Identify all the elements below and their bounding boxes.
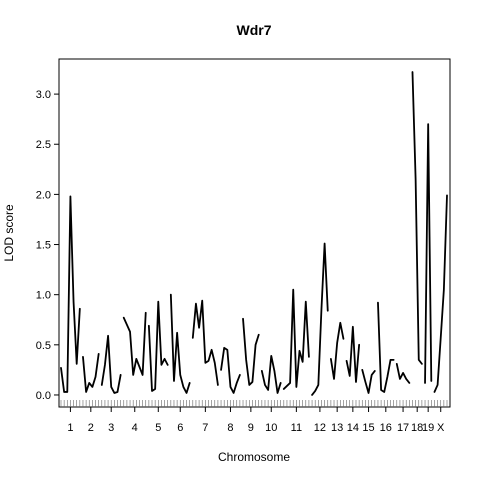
chromosome-6-line bbox=[169, 293, 191, 394]
x-tick-label: 14 bbox=[347, 422, 359, 434]
y-tick-label: 1.0 bbox=[36, 290, 51, 302]
chromosome-4-line bbox=[122, 311, 147, 376]
x-tick-label: 5 bbox=[155, 422, 161, 434]
x-tick-label: 13 bbox=[331, 422, 343, 434]
x-tick-label: 18 bbox=[411, 422, 423, 434]
y-tick-label: 1.5 bbox=[36, 240, 51, 252]
x-tick-label: 19 bbox=[422, 422, 434, 434]
chromosome-16-line bbox=[377, 301, 395, 393]
x-tick-label: 12 bbox=[314, 422, 326, 434]
x-axis-label: Chromosome bbox=[218, 450, 290, 464]
x-tick-label: 17 bbox=[397, 422, 409, 434]
x-tick-label: X bbox=[437, 422, 445, 434]
chromosome-15-line bbox=[361, 368, 376, 394]
x-tick-label: 16 bbox=[380, 422, 392, 434]
y-tick-label: 3.0 bbox=[36, 89, 51, 101]
x-tick-label: 1 bbox=[67, 422, 73, 434]
chromosome-18-line bbox=[411, 71, 423, 365]
x-tick-label: 6 bbox=[177, 422, 183, 434]
y-tick-label: 2.0 bbox=[36, 189, 51, 201]
chromosome-8-line bbox=[220, 346, 241, 394]
chromosome-X-line bbox=[433, 194, 448, 393]
chromosome-11-line bbox=[282, 288, 310, 390]
chromosome-12-line bbox=[311, 242, 329, 396]
chromosome-14-line bbox=[345, 325, 361, 383]
x-tick-label: 3 bbox=[108, 422, 114, 434]
x-tick-label: 11 bbox=[291, 422, 302, 434]
chromosome-10-line bbox=[260, 354, 282, 394]
x-tick-label: 4 bbox=[132, 422, 138, 434]
chromosome-2-line bbox=[82, 352, 100, 393]
x-tick-label: 10 bbox=[265, 422, 277, 434]
chromosome-17-line bbox=[395, 362, 411, 384]
x-tick-label: 2 bbox=[88, 422, 94, 434]
chromosome-1-line bbox=[60, 195, 81, 393]
chromosome-13-line bbox=[329, 321, 345, 380]
chromosome-9-line bbox=[242, 317, 260, 386]
chromosome-7-line bbox=[191, 299, 219, 386]
chromosome-5-line bbox=[147, 300, 169, 392]
chromosome-19-line bbox=[424, 123, 433, 384]
y-tick-label: 0.0 bbox=[36, 390, 51, 402]
y-tick-label: 2.5 bbox=[36, 139, 51, 151]
marker-rug bbox=[60, 400, 448, 407]
x-tick-label: 9 bbox=[248, 422, 254, 434]
x-tick-label: 7 bbox=[202, 422, 208, 434]
lod-series bbox=[60, 71, 448, 396]
chromosome-3-line bbox=[100, 334, 122, 394]
plot-frame bbox=[58, 58, 451, 408]
y-tick-label: 0.5 bbox=[36, 340, 51, 352]
chart-title: Wdr7 bbox=[237, 22, 272, 38]
x-tick-label: 15 bbox=[362, 422, 374, 434]
y-axis: 0.0 0.5 1.0 1.5 2.0 2.5 3.0 bbox=[36, 89, 59, 402]
y-axis-label: LOD score bbox=[2, 204, 16, 262]
x-tick-label: 8 bbox=[227, 422, 233, 434]
